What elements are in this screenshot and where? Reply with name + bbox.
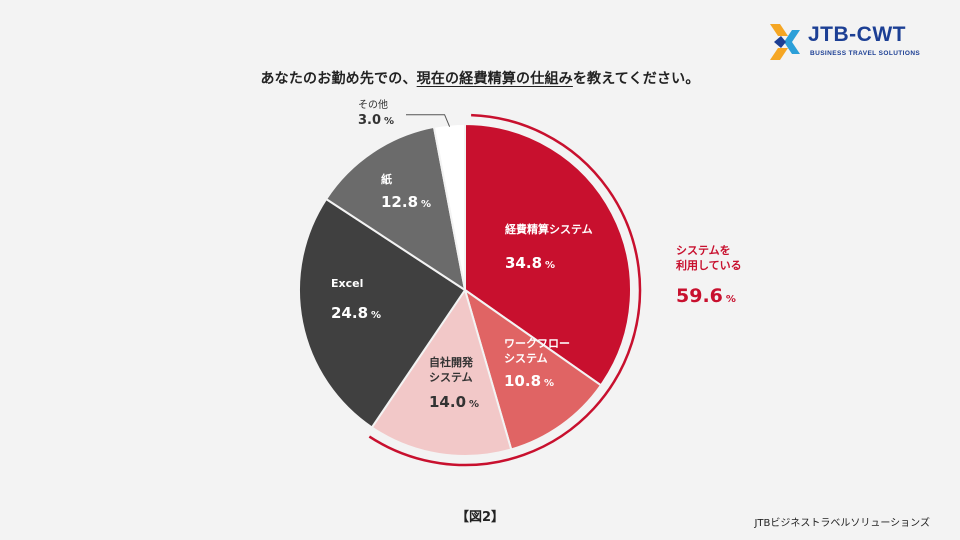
label-kami: 紙 12.8% [381,173,432,211]
label-workflow: ワークフロー システム 10.8% [504,337,570,390]
pie-slice-3 [298,197,467,429]
label-jisha-value: 14.0 [429,393,467,411]
pie-slice-2 [370,287,513,457]
pie-slice-1 [463,287,603,451]
label-sonota-value: 3.0 [358,113,382,128]
label-keihi-value: 34.8 [505,254,543,272]
label-kami-value: 12.8 [381,193,419,211]
logo-mark-icon [770,24,800,60]
label-sonota: その他 3.0% [358,100,395,128]
logo-name: JTB-CWT [808,23,906,46]
label-workflow-value: 10.8 [504,372,542,390]
sonota-leader-line [406,114,451,127]
chart-title: あなたのお勤め先での、現在の経費精算の仕組みを教えてください。 [260,71,700,87]
system-highlight-arc [368,113,642,467]
label-excel: Excel 24.8% [331,277,382,322]
pie-slice-5 [432,122,466,291]
jtb-cwt-logo [770,24,800,60]
label-excel-name: Excel [331,277,364,290]
label-sonota-name: その他 [358,100,388,111]
figure-label: 【図2】 [455,510,505,525]
pie-slice-0 [464,122,632,387]
label-system-total-value: 59.6 [676,285,723,307]
pie-slice-4 [324,125,467,293]
label-system-total: システムを 利用している 59.6% [676,244,742,307]
label-keihi-name: 経費精算システム [505,223,593,236]
title-underlined: 現在の経費精算の仕組み [416,71,573,87]
label-kami-name: 紙 [381,173,392,186]
label-excel-value: 24.8 [331,304,369,322]
footer-company: JTBビジネストラベルソリューションズ [754,518,930,529]
label-jisha: 自社開発 システム 14.0% [429,356,480,411]
label-keihi: 経費精算システム 34.8% [505,223,593,272]
logo-tagline: BUSINESS TRAVEL SOLUTIONS [810,50,921,57]
